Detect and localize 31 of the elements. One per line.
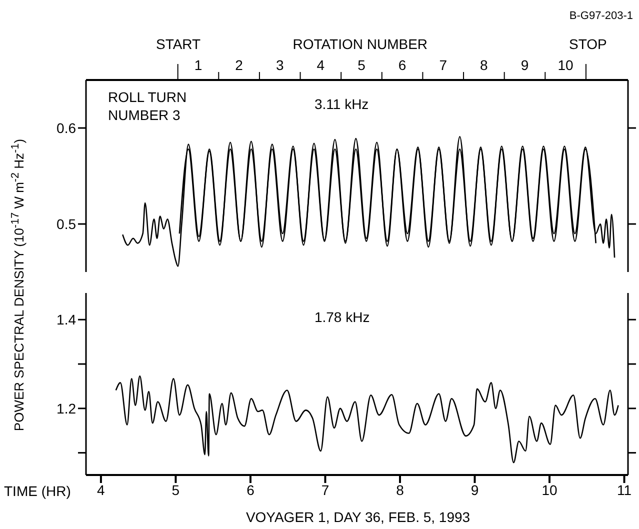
text: VOYAGER 1, DAY 36, FEB. 5, 1993 [246,509,470,525]
annotation: START [156,36,201,52]
x-tick-label: 11 [616,482,632,498]
x2-tick-label: 9 [520,57,529,73]
x2-axis-title: ROTATION NUMBER [292,36,428,52]
x-tick-label: 9 [470,482,479,498]
annotation: STOP [569,36,607,52]
text: 1.78 kHz [314,309,370,325]
x-tick-label: 10 [542,482,558,498]
text: 3.11 kHz [314,96,369,112]
x-axis-title: TIME (HR) [4,483,71,499]
x2-tick-label: 7 [439,57,448,73]
x2-tick-label: 4 [316,57,325,73]
x2-tick-label: 1 [194,57,202,73]
x-tick-label: 5 [172,482,180,498]
x2-tick-label: 3 [276,57,284,73]
x2-tick-label: 2 [235,57,244,73]
x-tick-label: 6 [246,482,255,498]
y-tick-label: 1.4 [56,312,76,328]
x2-tick-label: 6 [398,57,406,73]
text: B-G97-203-1 [569,10,633,22]
y-tick-label: 1.2 [56,400,76,416]
x-tick-label: 4 [97,482,106,498]
x-tick-label: 7 [321,482,330,498]
y-tick-label: 0.6 [56,120,76,136]
x2-tick-label: 8 [480,57,488,73]
x2-tick-label: 10 [558,57,574,73]
x-tick-label: 8 [396,482,404,498]
y-tick-label: 0.5 [56,216,76,232]
x2-tick-label: 5 [358,57,366,73]
annotation: ROLL TURN NUMBER 3 [108,88,188,124]
